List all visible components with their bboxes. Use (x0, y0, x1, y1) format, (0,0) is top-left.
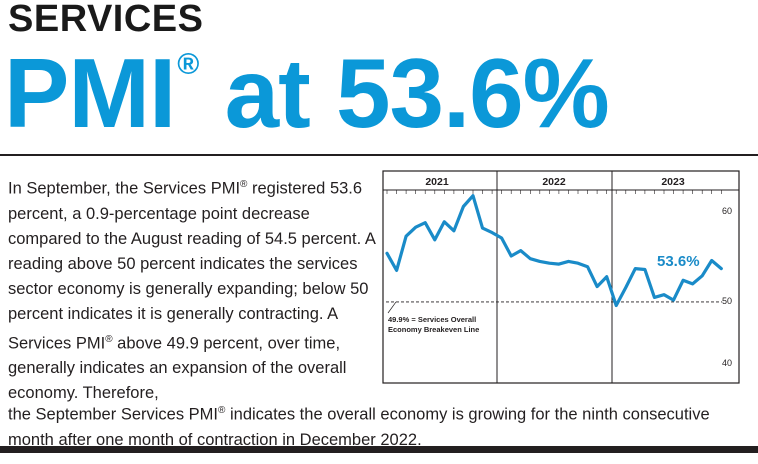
registered-mark: ® (240, 179, 248, 190)
data-point (452, 229, 456, 232)
article-paragraph-continued: the September Services PMI® indicates th… (8, 398, 753, 453)
data-point (481, 226, 484, 230)
data-point (557, 262, 561, 266)
services-pmi-line (385, 194, 723, 308)
data-point (634, 267, 637, 270)
data-point (691, 282, 694, 286)
data-point (681, 279, 685, 282)
registered-mark: ® (105, 333, 113, 345)
data-point (538, 260, 541, 263)
article-text-2: registered 53.6 percent, a 0.9-percentag… (8, 179, 375, 353)
headline-main: PMI (4, 38, 176, 148)
top-divider (0, 154, 758, 156)
headline: PMI® at 53.6% (4, 44, 610, 142)
data-point (548, 262, 551, 265)
data-point (624, 286, 627, 289)
bottom-divider (0, 446, 758, 453)
year-label-2021: 2021 (425, 176, 449, 188)
registered-mark: ® (218, 405, 226, 416)
data-point (701, 274, 704, 277)
data-point (586, 265, 589, 268)
data-point (510, 254, 513, 258)
data-point (404, 235, 408, 238)
data-point (662, 293, 666, 296)
data-point (519, 249, 522, 252)
registered-mark: ® (177, 48, 199, 81)
month-ticks (386, 190, 722, 194)
article-text-3: above 49.9 percent, over time, generally… (8, 334, 347, 402)
data-point (443, 220, 446, 223)
breakeven-label-line2: Economy Breakeven Line (388, 325, 479, 334)
article-text-4: the September Services PMI (8, 405, 219, 424)
data-point (720, 267, 723, 270)
breakeven-label-line1: 49.9% = Services Overall (388, 315, 476, 324)
data-point (490, 231, 494, 234)
data-point (500, 236, 503, 240)
article-text-5: indicates the overall economy is growing… (8, 405, 710, 449)
breakeven-callout-line (387, 301, 397, 314)
data-point (672, 298, 675, 302)
y-tick-50: 50 (722, 296, 732, 306)
data-point (576, 262, 580, 265)
section-kicker: SERVICES (8, 0, 204, 40)
data-point (567, 260, 570, 263)
pmi-chart: 2021 2022 2023 60 50 40 49.9% = Services… (382, 170, 740, 384)
data-point (529, 257, 532, 260)
headline-rest: at 53.6% (224, 38, 610, 148)
y-tick-60: 60 (722, 206, 732, 216)
data-point (605, 275, 608, 278)
latest-value-label: 53.6% (657, 253, 700, 270)
year-label-2023: 2023 (661, 176, 685, 188)
data-point (615, 304, 618, 307)
year-label-2022: 2022 (542, 176, 566, 188)
article-text-1: In September, the Services PMI (8, 179, 241, 198)
data-point (395, 269, 398, 272)
data-point (433, 238, 436, 241)
data-point (595, 285, 599, 288)
chart-frame (382, 170, 740, 384)
data-point (710, 259, 713, 262)
data-point (462, 205, 465, 208)
data-point (471, 194, 475, 197)
y-tick-40: 40 (722, 358, 732, 368)
data-points (385, 194, 723, 307)
data-point (643, 268, 647, 271)
pmi-line-chart: 2021 2022 2023 60 50 40 49.9% = Services… (382, 170, 740, 384)
article-paragraph: In September, the Services PMI® register… (8, 172, 378, 406)
data-point (653, 296, 656, 299)
data-point (385, 252, 389, 255)
data-point (414, 226, 417, 229)
data-point (424, 221, 427, 224)
